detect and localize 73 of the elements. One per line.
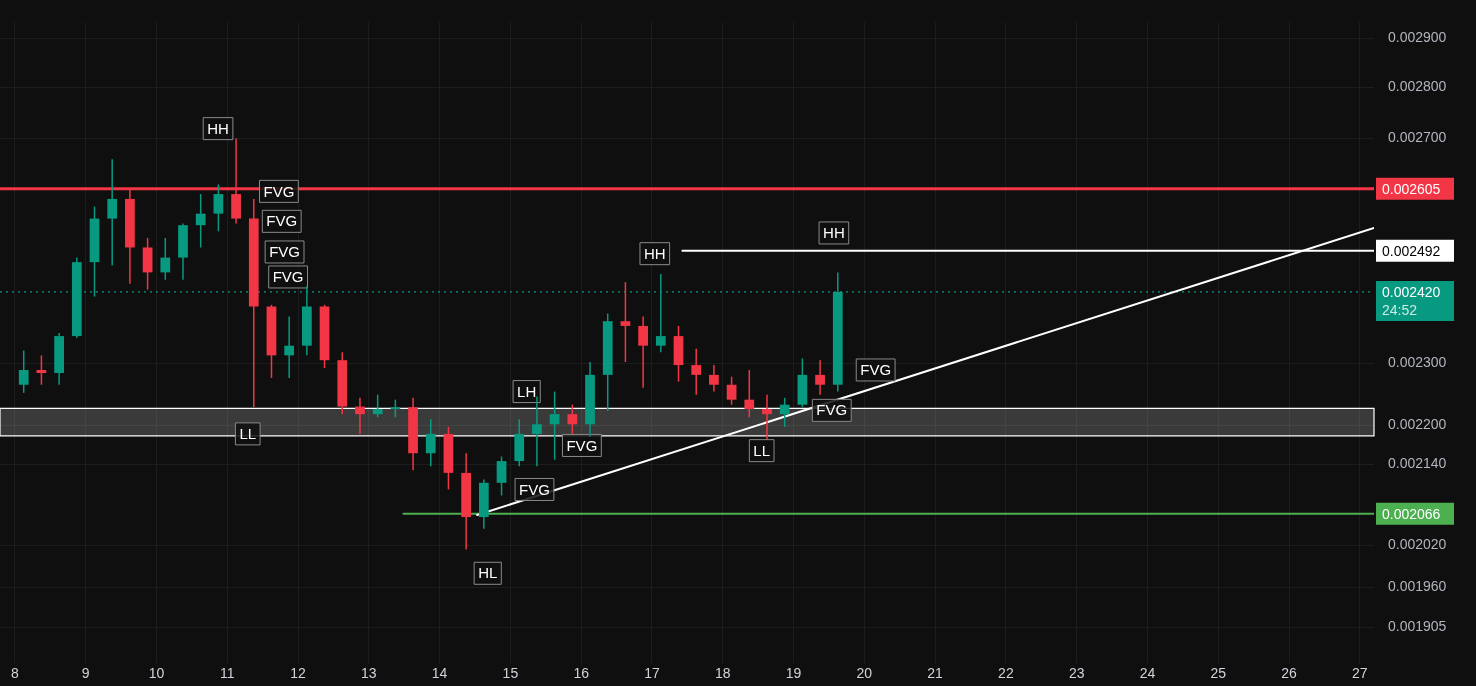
- annotation: FVG: [263, 182, 295, 200]
- candlestick: [355, 397, 365, 435]
- y-tick-label: 0.002200: [1388, 416, 1447, 433]
- x-tick-label: 19: [785, 665, 802, 682]
- ref-line-label: 0.002605: [1382, 180, 1441, 197]
- x-tick-label: 8: [10, 665, 19, 682]
- x-tick-label: 14: [431, 665, 448, 682]
- candlestick: [532, 395, 542, 468]
- candlestick: [549, 390, 560, 461]
- x-tick-label: 15: [502, 665, 519, 682]
- x-tick-label: 26: [1281, 665, 1298, 682]
- annotation: HL: [478, 564, 498, 582]
- x-tick-label: 17: [644, 665, 660, 682]
- x-tick-label: 21: [927, 665, 944, 682]
- candlestick: [726, 375, 737, 406]
- candlestick: [107, 158, 118, 267]
- y-tick-label: 0.002700: [1388, 129, 1447, 146]
- annotation: FVG: [519, 480, 550, 498]
- y-tick-label: 0.002140: [1388, 455, 1447, 472]
- x-tick-label: 10: [148, 665, 165, 682]
- annotation: FVG: [269, 243, 300, 261]
- candlestick: [195, 193, 206, 249]
- candlestick: [160, 237, 171, 281]
- candlestick: [372, 393, 383, 419]
- candlestick: [18, 349, 29, 394]
- annotation: LH: [517, 382, 537, 400]
- x-tick-label: 23: [1068, 665, 1085, 682]
- x-tick-label: 20: [856, 665, 873, 682]
- annotation: LL: [753, 441, 771, 459]
- candlestick: [815, 359, 825, 396]
- ref-line-label: 0.002420: [1382, 283, 1441, 300]
- annotation: FVG: [266, 212, 298, 230]
- annotation: HH: [823, 224, 845, 242]
- annotation: FVG: [566, 436, 598, 454]
- data-label: 0.002492: [1382, 242, 1441, 259]
- x-tick-label: 11: [219, 665, 235, 682]
- text: 24:52: [1382, 301, 1418, 318]
- x-tick-label: 25: [1210, 665, 1227, 682]
- x-tick-label: 24: [1139, 665, 1156, 682]
- candlestick: [36, 354, 47, 386]
- candlestick: [425, 418, 436, 468]
- x-tick-label: 16: [573, 665, 590, 682]
- annotation: HH: [643, 244, 666, 262]
- y-tick-label: 0.002900: [1388, 29, 1447, 46]
- x-tick-label: 13: [361, 665, 377, 682]
- candlestick: [496, 455, 507, 497]
- candlestick: [691, 347, 702, 396]
- x-tick-label: 9: [81, 665, 90, 682]
- annotation: FVG: [816, 401, 848, 419]
- candlestick: [638, 315, 648, 389]
- x-tick-label: 12: [290, 665, 307, 682]
- candlestick: [709, 364, 719, 393]
- candlestick: [655, 273, 666, 354]
- x-tick-label: 18: [714, 665, 731, 682]
- candlestick: [213, 183, 224, 233]
- y-tick-label: 0.002800: [1388, 78, 1447, 95]
- data-label: 0.002066: [1382, 505, 1441, 522]
- y-tick-label: 0.001960: [1388, 578, 1447, 595]
- candlestick: [744, 369, 755, 419]
- y-tick-label: 0.002020: [1388, 536, 1447, 553]
- y-tick-label: 0.001905: [1388, 618, 1447, 635]
- candlestick: [567, 403, 578, 435]
- annotation: LL: [239, 425, 257, 443]
- y-tick-label: 0.002300: [1388, 354, 1447, 371]
- x-tick-label: 27: [1352, 665, 1368, 682]
- annotation: HH: [207, 119, 229, 137]
- candlestick: [779, 397, 790, 428]
- x-tick-label: 22: [998, 665, 1014, 682]
- candlestick: [620, 281, 631, 363]
- annotation: FVG: [860, 361, 892, 379]
- annotation: FVG: [272, 268, 304, 286]
- candlestick: [762, 393, 772, 440]
- candlestick: [284, 315, 295, 379]
